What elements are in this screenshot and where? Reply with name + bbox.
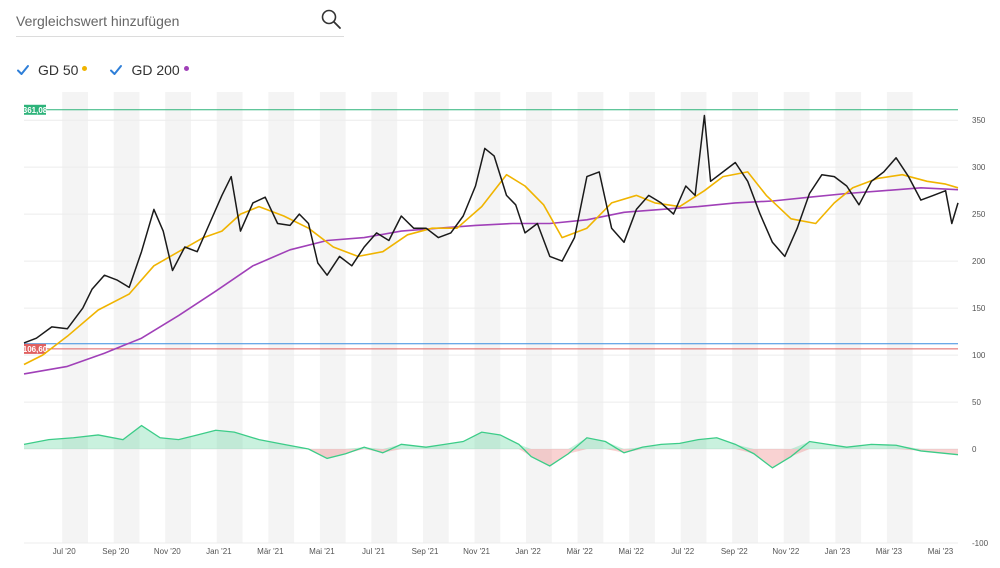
legend-item-gd50[interactable]: GD 50 (16, 62, 88, 78)
legend-label-gd50: GD 50 (38, 62, 79, 78)
month-band (422, 92, 449, 543)
y-tick-label: 300 (972, 163, 986, 172)
month-band (319, 92, 346, 543)
price-chart[interactable]: -100 0 50 100 150 200 250 300 350 Jul '20 Sep '20 N… (0, 88, 1000, 566)
legend-dot-gd50 (82, 65, 88, 71)
low-marker-label: 106,60 (23, 345, 48, 354)
price-line (23, 114, 959, 344)
x-tick-label: Sep '21 (412, 547, 439, 556)
oscillator-negative-area (24, 449, 958, 468)
y-tick-label: 100 (972, 351, 986, 360)
y-tick-label: 250 (972, 210, 986, 219)
high-marker-label: 361,08 (23, 106, 48, 115)
month-band (113, 92, 140, 543)
x-tick-label: Sep '20 (102, 547, 129, 556)
month-band (732, 92, 759, 543)
month-band (371, 92, 398, 543)
search-icon[interactable] (320, 8, 342, 30)
month-band (474, 92, 501, 543)
month-band (680, 92, 707, 543)
y-tick-label: 50 (972, 398, 981, 407)
gd50-line (23, 171, 959, 366)
y-tick-label: -100 (972, 539, 989, 548)
search-input[interactable] (16, 10, 306, 32)
x-tick-label: Sep '22 (721, 547, 748, 556)
x-tick-label: Mär '23 (876, 547, 903, 556)
gd200-line (23, 187, 959, 375)
month-band (165, 92, 192, 543)
check-icon[interactable] (16, 63, 30, 77)
month-band (835, 92, 862, 543)
x-tick-label: Mai '21 (309, 547, 335, 556)
y-tick-label: 0 (972, 445, 977, 454)
x-tick-label: Nov '21 (463, 547, 490, 556)
x-tick-label: Mai '22 (618, 547, 644, 556)
oscillator-line (23, 424, 959, 469)
y-tick-label: 150 (972, 304, 986, 313)
month-band (526, 92, 552, 543)
y-tick-label: 200 (972, 257, 986, 266)
oscillator-positive-area (24, 425, 958, 450)
x-tick-label: Nov '22 (772, 547, 799, 556)
x-tick-label: Jul '20 (53, 547, 76, 556)
month-band (268, 92, 295, 543)
x-tick-label: Jan '21 (206, 547, 232, 556)
x-tick-label: Mär '22 (566, 547, 593, 556)
x-tick-label: Jan '23 (825, 547, 851, 556)
month-band (577, 92, 604, 543)
month-band (629, 92, 655, 543)
x-tick-label: Mai '23 (928, 547, 954, 556)
x-tick-label: Jul '21 (362, 547, 385, 556)
legend-dot-gd200 (183, 65, 189, 71)
check-icon[interactable] (109, 63, 123, 77)
x-tick-label: Jul '22 (671, 547, 694, 556)
indicator-legend: GD 50 GD 200 (16, 60, 211, 80)
y-tick-label: 350 (972, 116, 986, 125)
month-band (216, 92, 243, 543)
x-tick-label: Mär '21 (257, 547, 284, 556)
month-band (886, 92, 913, 543)
high-marker-box (24, 104, 46, 115)
legend-label-gd200: GD 200 (131, 62, 180, 78)
month-band (783, 92, 810, 543)
low-marker-box (24, 343, 46, 354)
legend-item-gd200[interactable]: GD 200 (109, 62, 189, 78)
x-tick-label: Nov '20 (154, 547, 181, 556)
search-box[interactable] (16, 6, 344, 37)
x-tick-label: Jan '22 (515, 547, 541, 556)
